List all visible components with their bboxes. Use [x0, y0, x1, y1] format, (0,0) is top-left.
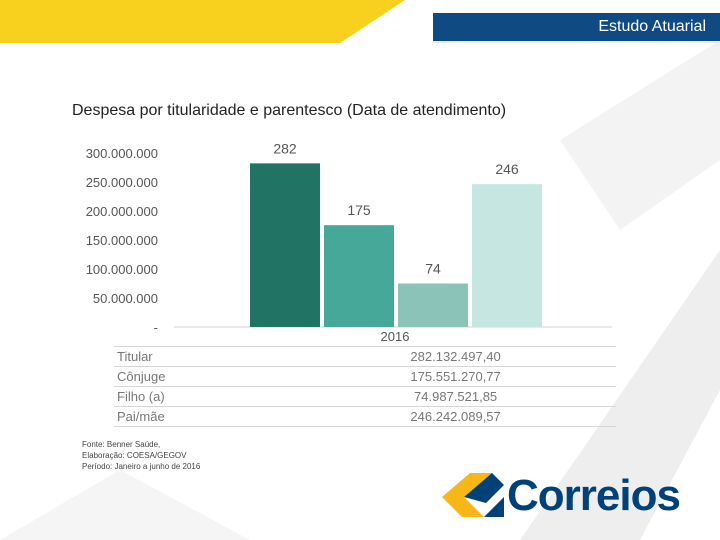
correios-logo-icon: [442, 473, 504, 517]
table-row: Cônjuge 175.551.270,77: [114, 366, 616, 387]
y-tick-label-5: 250.000.000: [86, 175, 158, 190]
table-row-value: 246.242.089,57: [295, 406, 616, 427]
header-bar: Estudo Atuarial: [433, 13, 720, 41]
table-row: Titular 282.132.497,40: [114, 346, 616, 367]
source-line-1: Fonte: Benner Saúde,: [82, 440, 161, 449]
bar-data-label-3: 246: [495, 161, 519, 177]
gray-diagonal-band-2: [560, 40, 720, 230]
bar-data-label-2: 74: [425, 261, 441, 277]
table-row-label: Pai/mãe: [114, 406, 296, 427]
bar-titular: [250, 163, 320, 327]
gray-diagonal-band-1: [520, 250, 720, 540]
x-category-2016: 2016: [381, 329, 410, 344]
table-row-value: 74.987.521,85: [295, 386, 616, 407]
bar-data-label-0: 282: [273, 140, 297, 156]
y-tick-label-0: -: [154, 320, 158, 335]
table-row-label: Filho (a): [114, 386, 296, 407]
data-table: Titular 282.132.497,40 Cônjuge 175.551.270,…: [114, 346, 616, 427]
header-underline: [433, 41, 720, 43]
gray-diagonal-band-3: [0, 470, 250, 540]
table-row-label: Cônjuge: [114, 366, 296, 387]
source-line-2: Elaboração: COESA/GEGOV: [82, 451, 187, 460]
table-row-label: Titular: [114, 346, 296, 367]
table-row-value: 282.132.497,40: [295, 346, 616, 367]
bar-data-label-1: 175: [347, 202, 371, 218]
bar-filho-a: [398, 283, 468, 327]
y-tick-label-2: 100.000.000: [86, 262, 158, 277]
header-title: Estudo Atuarial: [598, 18, 706, 35]
slide-title: Despesa por titularidade e parentesco (D…: [72, 102, 507, 119]
bar-c-njuge: [324, 225, 394, 327]
bar-pai-m-e: [472, 184, 542, 327]
source-line-3: Período: Janeiro a junho de 2016: [82, 462, 201, 471]
y-tick-label-3: 150.000.000: [86, 233, 158, 248]
table-row-value: 175.551.270,77: [295, 366, 616, 387]
yellow-corner-band: [0, 0, 405, 43]
y-tick-label-1: 50.000.000: [93, 291, 158, 306]
table-row: Pai/mãe 246.242.089,57: [114, 406, 616, 427]
logo-wordmark: Correios: [507, 471, 681, 520]
table-row: Filho (a) 74.987.521,85: [114, 386, 616, 407]
y-tick-label-4: 200.000.000: [86, 204, 158, 219]
y-tick-label-6: 300.000.000: [86, 146, 158, 161]
source-note: Fonte: Benner Saúde, Elaboração: COESA/G…: [82, 439, 200, 472]
